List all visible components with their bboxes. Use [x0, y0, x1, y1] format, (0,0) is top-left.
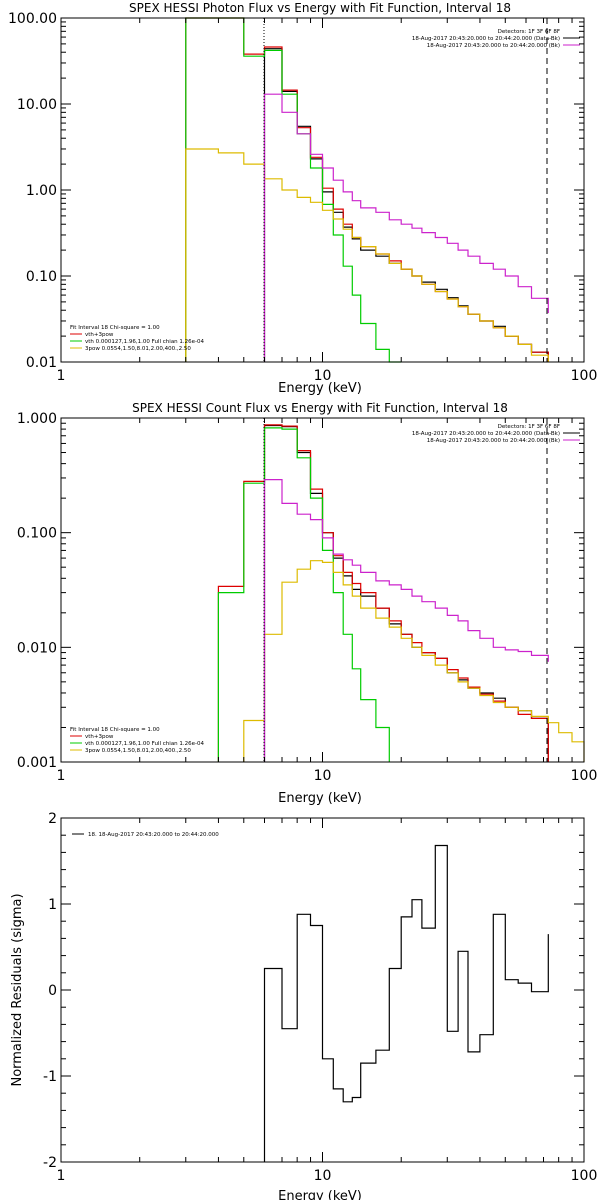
photon-flux-y-tick-label: 0.10 — [26, 269, 57, 285]
count-flux-legend-top: Detectors: 1F 3F 6F 8F 18-Aug-2017 20:43… — [412, 424, 580, 444]
count-flux-series-3 — [243, 560, 585, 762]
residuals-series-0 — [263, 844, 549, 1162]
count-flux-series-0 — [263, 424, 549, 762]
photon-flux-y-tick-label: 10.00 — [17, 97, 57, 113]
photon-flux-y-tick-label: 1.00 — [26, 183, 57, 199]
residuals-legend-text: 18. 18-Aug-2017 20:43:20.000 to 20:44:20… — [88, 832, 219, 838]
photon-flux-x-tick-label: 1 — [57, 368, 66, 384]
residuals-y-tick-label: 1 — [48, 897, 57, 913]
photon-flux-series-3 — [185, 148, 549, 362]
photon-flux-axes: 1 10 100 0.01 0.10 1.00 10.00 100.00 — [8, 11, 597, 384]
residuals-y-tick-label: -2 — [43, 1155, 57, 1171]
photon-flux-legend-data-bk: 18-Aug-2017 20:43:20.000 to 20:44:20.000… — [412, 36, 560, 42]
residuals-x-axis-label: Energy (keV) — [278, 1189, 362, 1200]
photon-flux-series-2 — [185, 17, 402, 363]
count-flux-legend-data-bk: 18-Aug-2017 20:43:20.000 to 20:44:20.000… — [412, 431, 560, 437]
residuals-x-tick-label: 1 — [57, 1168, 66, 1184]
photon-flux-legend-bottom: Fit Interval 18 Chi-square = 1.00 vth+3p… — [70, 325, 205, 352]
count-flux-x-tick-label: 10 — [314, 768, 332, 784]
residuals-y-tick-label: -1 — [43, 1069, 57, 1085]
photon-flux-legend-vth: vth 0.000127,1.96,1.00 Full chian 1.26e-… — [85, 339, 205, 345]
photon-flux-title: SPEX HESSI Photon Flux vs Energy with Fi… — [129, 1, 511, 15]
count-flux-series-4 — [263, 479, 549, 762]
residuals-y-axis-label: Normalized Residuals (sigma) — [10, 893, 25, 1086]
count-flux-detectors: Detectors: 1F 3F 6F 8F — [498, 424, 560, 430]
photon-flux-legend-fit: vth+3pow — [85, 332, 114, 338]
photon-flux-series-0 — [263, 48, 549, 362]
photon-flux-legend-3pow: 3pow 0.0554,1.50,8.01,2.00,400.,2.50 — [85, 346, 191, 352]
photon-flux-detectors: Detectors: 1F 3F 6F 8F — [498, 29, 560, 35]
count-flux-x-tick-label: 100 — [571, 768, 598, 784]
residuals-axes: 1 10 100 -2 -1 0 1 2 — [43, 811, 597, 1184]
photon-flux-x-axis-label: Energy (keV) — [278, 381, 362, 396]
count-flux-legend-bk: 18-Aug-2017 20:43:20.000 to 20:44:20.000… — [427, 438, 560, 444]
photon-flux-x-tick-label: 10 — [314, 368, 332, 384]
residuals-y-tick-label: 0 — [48, 983, 57, 999]
count-flux-legend-fit: vth+3pow — [85, 734, 114, 740]
count-flux-fit-interval: Fit Interval 18 Chi-square = 1.00 — [70, 727, 160, 733]
count-flux-axes: 1 10 100 0.001 0.010 0.100 1.000 — [17, 411, 597, 784]
count-flux-panel: SPEX HESSI Count Flux vs Energy with Fit… — [17, 401, 597, 806]
photon-flux-fit-interval: Fit Interval 18 Chi-square = 1.00 — [70, 325, 160, 331]
count-flux-series-2 — [217, 427, 390, 762]
photon-flux-legend-top: Detectors: 1F 3F 6F 8F 18-Aug-2017 20:43… — [412, 29, 580, 49]
photon-flux-x-tick-label: 100 — [571, 368, 598, 384]
photon-flux-series-1 — [185, 17, 549, 362]
count-flux-title: SPEX HESSI Count Flux vs Energy with Fit… — [132, 401, 508, 415]
count-flux-x-axis-label: Energy (keV) — [278, 791, 362, 806]
residuals-legend: 18. 18-Aug-2017 20:43:20.000 to 20:44:20… — [72, 832, 219, 838]
residuals-panel: 1 10 100 -2 -1 0 1 2 Energy (keV) Normalized Re… — [10, 811, 597, 1200]
count-flux-x-tick-label: 1 — [57, 768, 66, 784]
residuals-x-tick-label: 10 — [314, 1168, 332, 1184]
count-flux-legend-3pow: 3pow 0.0554,1.50,8.01,2.00,400.,2.50 — [85, 748, 191, 754]
residuals-y-tick-label: 2 — [48, 811, 57, 827]
residuals-series — [263, 844, 549, 1162]
photon-flux-y-tick-label: 100.00 — [8, 11, 57, 27]
count-flux-y-tick-label: 0.100 — [17, 526, 57, 542]
count-flux-series-1 — [217, 424, 549, 762]
count-flux-y-tick-label: 1.000 — [17, 411, 57, 427]
count-flux-legend-bottom: Fit Interval 18 Chi-square = 1.00 vth+3p… — [70, 727, 205, 754]
photon-flux-legend-bk: 18-Aug-2017 20:43:20.000 to 20:44:20.000… — [427, 43, 560, 49]
count-flux-legend-vth: vth 0.000127,1.96,1.00 Full chian 1.26e-… — [85, 741, 205, 747]
photon-flux-series-4 — [263, 93, 549, 362]
photon-flux-y-tick-label: 0.01 — [26, 355, 57, 371]
count-flux-y-tick-label: 0.001 — [17, 755, 57, 771]
count-flux-y-tick-label: 0.010 — [17, 640, 57, 656]
count-flux-plot-frame — [60, 417, 585, 763]
photon-flux-panel: SPEX HESSI Photon Flux vs Energy with Fi… — [8, 1, 597, 396]
residuals-x-tick-label: 100 — [571, 1168, 598, 1184]
photon-flux-series — [185, 17, 549, 363]
count-flux-series — [217, 424, 585, 762]
